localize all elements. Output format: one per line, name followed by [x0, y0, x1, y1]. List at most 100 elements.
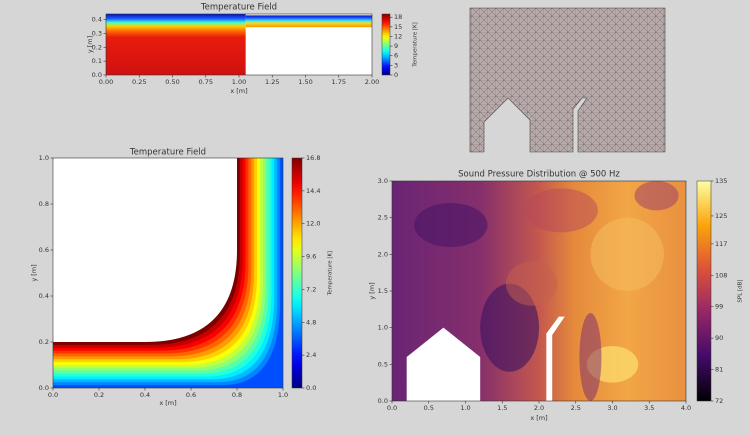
x-tick-label: 2.00	[365, 78, 379, 86]
x-tick-label: 1.00	[232, 78, 246, 86]
colorbar-tick-label: 9.6	[306, 253, 316, 261]
field-band	[53, 158, 283, 388]
colorbar-tick-label: 2.4	[306, 351, 316, 359]
colorbar	[696, 180, 712, 402]
y-tick-label: 0.3	[92, 29, 102, 37]
field-blob	[414, 203, 488, 247]
x-axis-label: x [m]	[530, 414, 547, 422]
y-tick-label: 2.5	[378, 214, 388, 222]
y-tick-label: 0.6	[39, 246, 49, 254]
y-tick-label: 0.1	[92, 57, 102, 65]
x-tick-label: 0.50	[165, 78, 179, 86]
x-tick-label: 2.5	[571, 404, 581, 412]
y-tick-label: 0.4	[39, 292, 49, 300]
field-group	[106, 14, 372, 75]
x-tick-label: 3.0	[607, 404, 617, 412]
x-tick-label: 1.0	[460, 404, 470, 412]
field	[245, 15, 372, 28]
x-tick-label: 1.75	[332, 78, 346, 86]
colorbar-tick-label: 12	[394, 32, 402, 40]
colorbar-label: SPL [dB]	[738, 279, 744, 302]
x-tick-label: 0.25	[132, 78, 146, 86]
colorbar-tick-label: 14.4	[306, 187, 320, 195]
x-tick-label: 1.0	[278, 391, 288, 399]
x-tick-label: 1.25	[265, 78, 279, 86]
field-band	[53, 158, 283, 388]
chart-title: Sound Pressure Distribution @ 500 Hz	[458, 170, 620, 180]
x-tick-label: 0.00	[99, 78, 113, 86]
colorbar-tick-label: 7.2	[306, 285, 316, 293]
obstacle	[406, 327, 481, 401]
y-tick-label: 2.0	[378, 250, 388, 258]
colorbar-tick-label: 117	[715, 240, 727, 248]
colorbar-tick-label: 9	[394, 42, 398, 50]
mesh-domain	[469, 7, 666, 153]
y-tick-label: 0.0	[39, 384, 49, 392]
colorbar-tick-label: 81	[715, 366, 723, 374]
colorbar	[381, 13, 391, 76]
x-axis-label: x [m]	[230, 87, 247, 95]
colorbar-tick-label: 90	[715, 334, 723, 342]
colorbar-tick-label: 99	[715, 303, 723, 311]
x-tick-label: 1.5	[497, 404, 507, 412]
field-blob	[579, 313, 602, 401]
x-tick-label: 3.5	[644, 404, 654, 412]
x-tick-label: 0.0	[48, 391, 58, 399]
y-tick-label: 0.0	[92, 71, 102, 79]
field-group	[53, 158, 283, 388]
y-axis-label: y [m]	[368, 282, 376, 299]
y-tick-label: 1.0	[39, 154, 49, 162]
y-tick-label: 0.5	[378, 360, 388, 368]
colorbar-tick-label: 4.8	[306, 318, 316, 326]
y-axis-label: y [m]	[30, 264, 38, 281]
field-blob	[505, 261, 558, 306]
x-tick-label: 0.4	[140, 391, 150, 399]
colorbar	[291, 157, 303, 389]
field-blob	[524, 188, 598, 233]
colorbar-tick-label: 18	[394, 13, 402, 21]
y-tick-label: 0.2	[92, 43, 102, 51]
field-blob	[634, 181, 679, 211]
colorbar-tick-label: 135	[715, 177, 727, 185]
colorbar-tick-label: 72	[715, 397, 723, 405]
colorbar-tick-label: 15	[394, 23, 402, 31]
colorbar-tick-label: 0.0	[306, 384, 316, 392]
colorbar-tick-label: 12.0	[306, 220, 320, 228]
colorbar-label: Temperature [K]	[413, 22, 419, 68]
x-tick-label: 0.2	[94, 391, 104, 399]
colorbar-tick-label: 0	[394, 71, 398, 79]
x-tick-label: 0.6	[186, 391, 196, 399]
chart-title: Temperature Field	[200, 3, 277, 13]
x-tick-label: 0.5	[424, 404, 434, 412]
axes-frame	[52, 157, 284, 389]
x-tick-label: 0.0	[387, 404, 397, 412]
y-tick-label: 1.5	[378, 287, 388, 295]
y-tick-label: 0.2	[39, 338, 49, 346]
colorbar-tick-label: 125	[715, 212, 727, 220]
colorbar-tick-label: 16.8	[306, 154, 320, 162]
x-tick-label: 2.0	[534, 404, 544, 412]
y-tick-label: 0.8	[39, 200, 49, 208]
field	[106, 14, 246, 75]
y-tick-label: 0.4	[92, 16, 102, 24]
y-tick-label: 1.0	[378, 324, 388, 332]
colorbar-tick-label: 3	[394, 61, 398, 69]
colorbar-label: Temperature [K]	[328, 251, 334, 297]
y-axis-label: y [m]	[86, 36, 94, 53]
y-tick-label: 3.0	[378, 177, 388, 185]
x-tick-label: 4.0	[681, 404, 691, 412]
x-tick-label: 0.8	[232, 391, 242, 399]
x-tick-label: 1.50	[298, 78, 312, 86]
field-group	[392, 181, 686, 401]
obstacle	[546, 316, 565, 401]
y-tick-label: 0.0	[378, 397, 388, 405]
colorbar-tick-label: 6	[394, 52, 398, 60]
x-axis-label: x [m]	[159, 399, 176, 407]
colorbar-tick-label: 108	[715, 271, 727, 279]
chart-title: Temperature Field	[129, 148, 206, 158]
field-blob	[590, 217, 664, 291]
field-blob	[480, 283, 539, 372]
x-tick-label: 0.75	[199, 78, 213, 86]
